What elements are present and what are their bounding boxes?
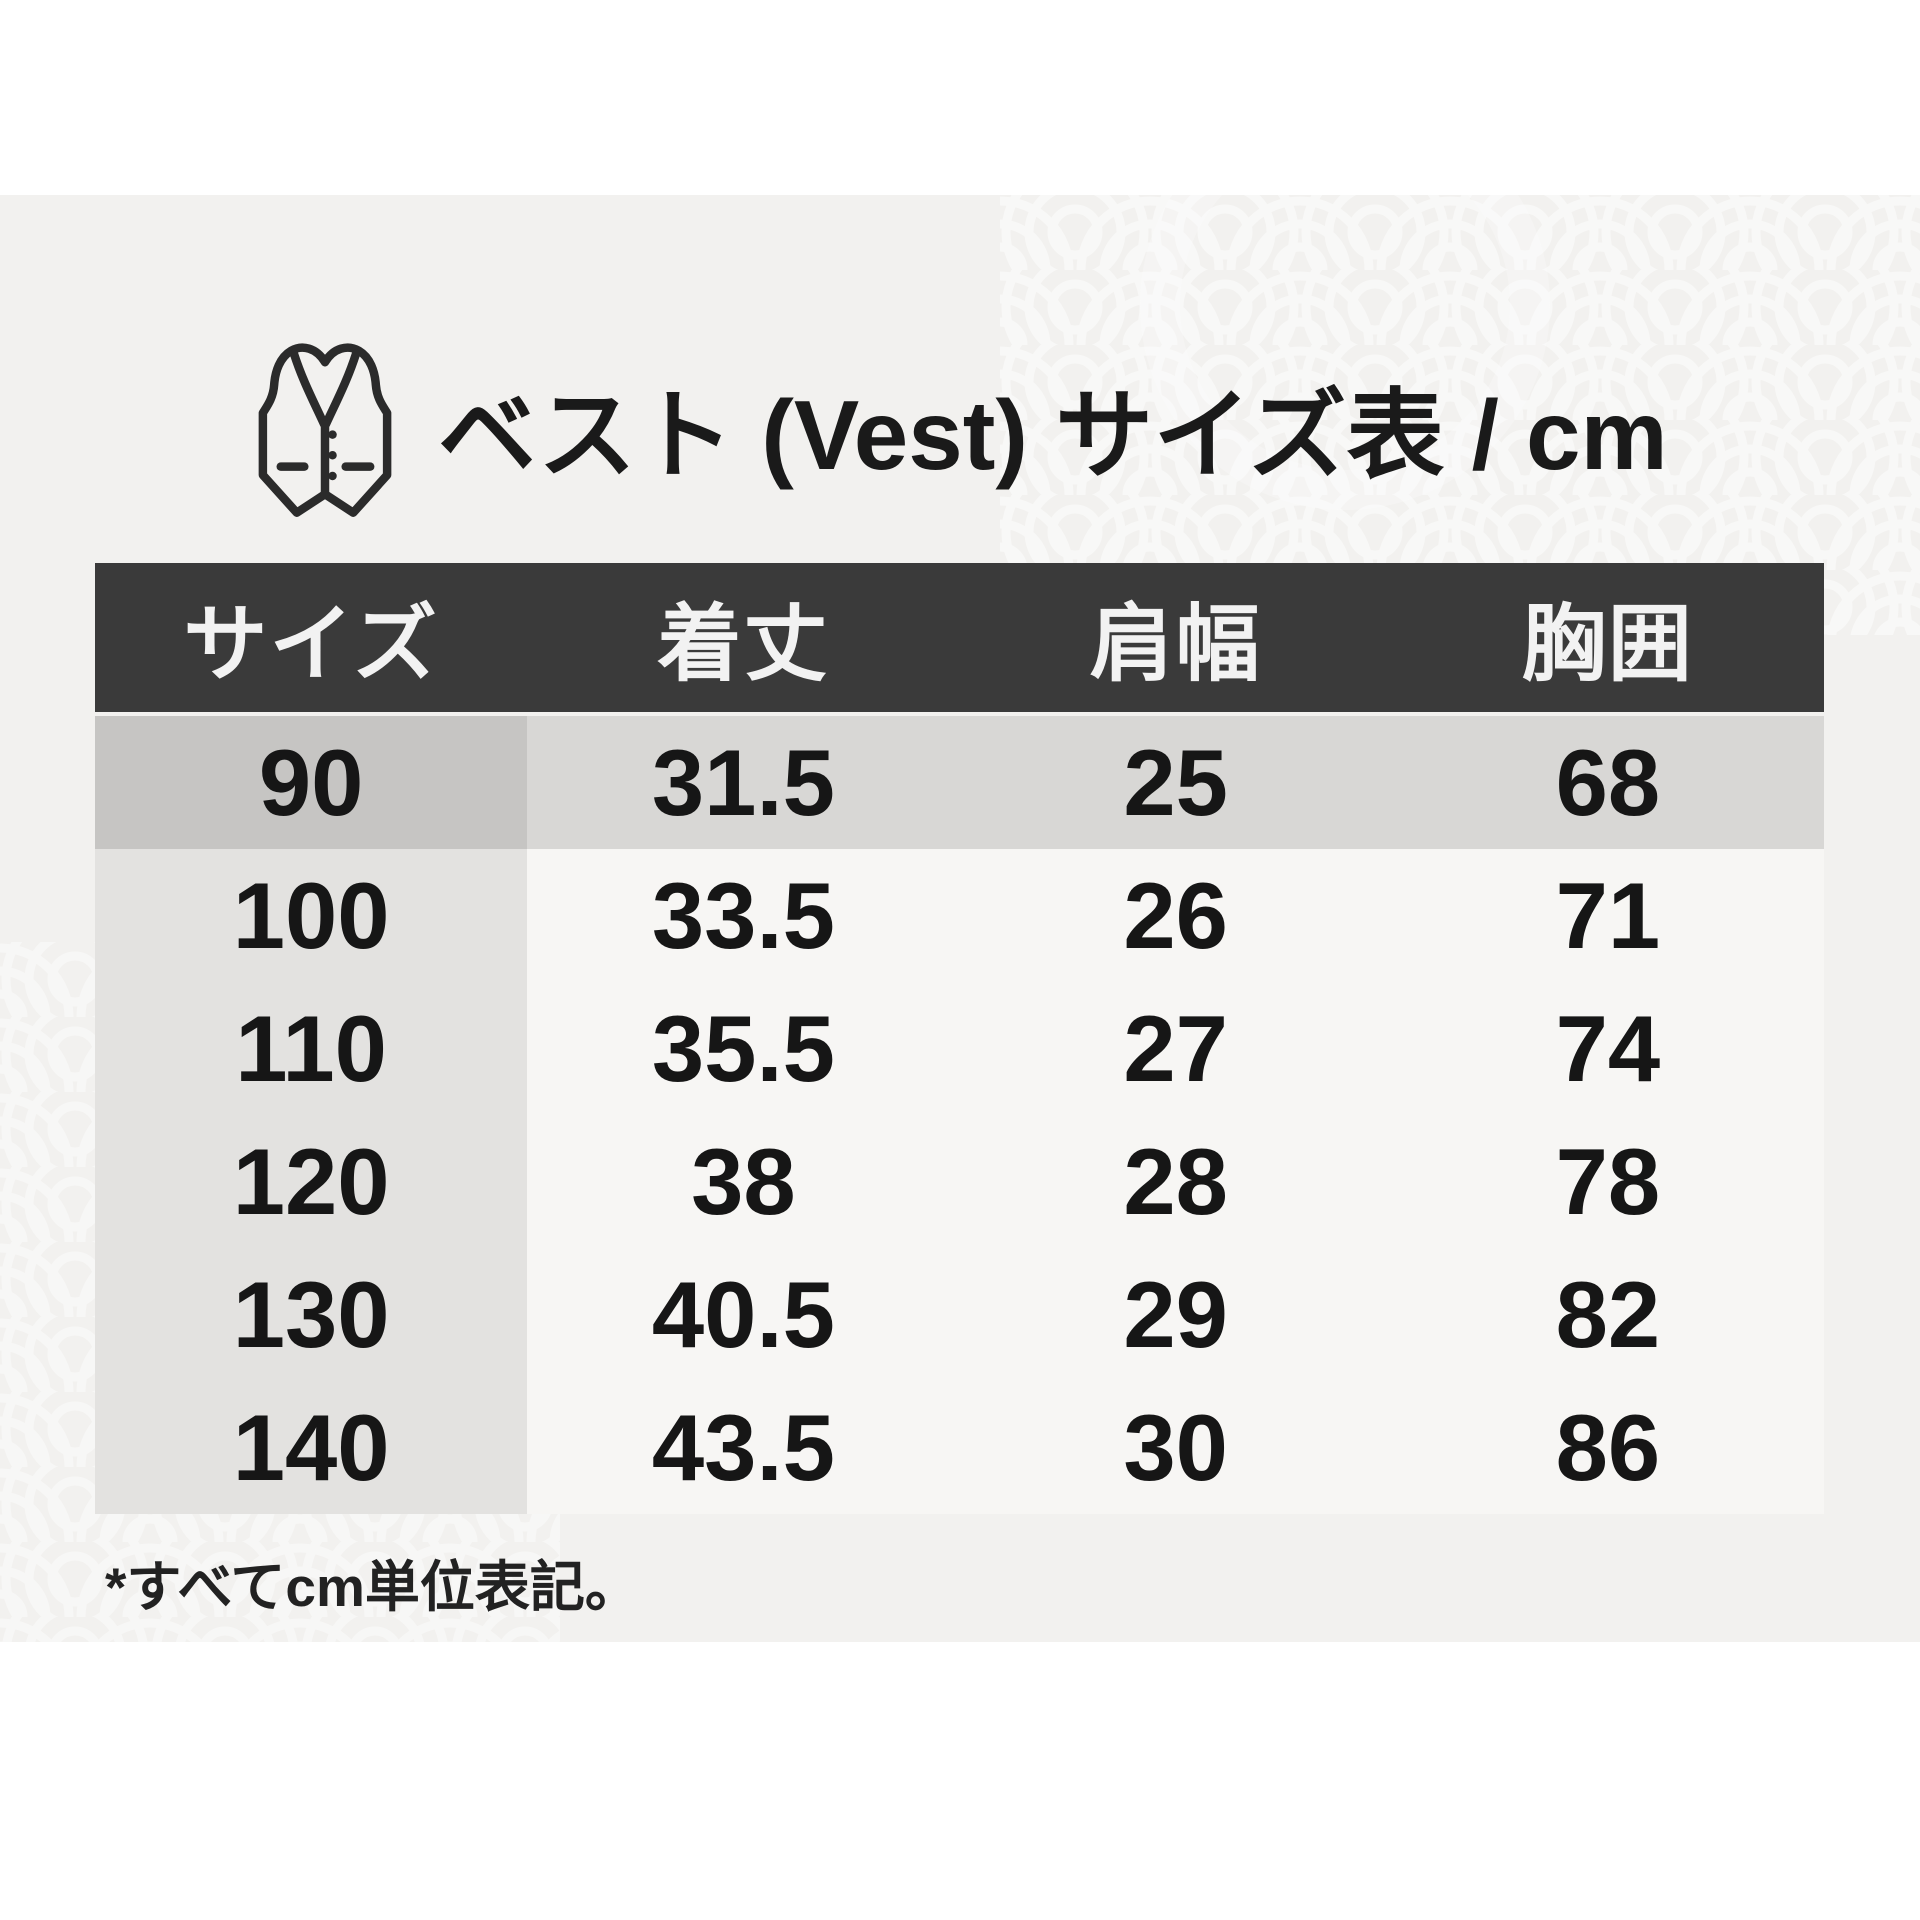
table-row: 110 35.5 27 74 bbox=[95, 982, 1824, 1115]
cell-chest: 71 bbox=[1555, 863, 1661, 968]
cell-chest: 82 bbox=[1555, 1262, 1661, 1367]
cell-shoulder-width: 27 bbox=[1123, 996, 1228, 1101]
cell-shoulder-width: 30 bbox=[1123, 1395, 1228, 1500]
decorative-ring-icon bbox=[1140, 195, 1550, 510]
table-row: 120 38 28 78 bbox=[95, 1115, 1824, 1248]
vest-icon bbox=[258, 343, 392, 517]
column-header-size: サイズ bbox=[183, 597, 439, 691]
cell-shoulder-width: 26 bbox=[1123, 863, 1228, 968]
column-header-shoulder-width: 肩幅 bbox=[1089, 597, 1262, 691]
cell-size: 110 bbox=[95, 982, 528, 1115]
cell-shoulder-width: 25 bbox=[1123, 730, 1228, 835]
cell-size: 90 bbox=[95, 716, 528, 849]
size-table: サイズ 着丈 肩幅 胸囲 90 31.5 25 68 100 33.5 26 7… bbox=[95, 563, 1824, 1514]
cell-body-length: 35.5 bbox=[651, 996, 835, 1101]
cell-shoulder-width: 28 bbox=[1123, 1129, 1228, 1234]
table-row: 100 33.5 26 71 bbox=[95, 849, 1824, 982]
page-title: ベスト (Vest) サイズ表 / cm bbox=[438, 380, 1668, 490]
cell-chest: 68 bbox=[1555, 730, 1661, 835]
cell-size: 130 bbox=[95, 1248, 528, 1381]
cell-body-length: 40.5 bbox=[651, 1262, 835, 1367]
cell-body-length: 33.5 bbox=[651, 863, 835, 968]
cell-size: 120 bbox=[95, 1115, 528, 1248]
seigaiha-pattern-top-right-icon bbox=[1000, 195, 1920, 635]
cell-body-length: 38 bbox=[691, 1129, 796, 1234]
cell-chest: 86 bbox=[1555, 1395, 1661, 1500]
table-row: 130 40.5 29 82 bbox=[95, 1248, 1824, 1381]
table-header-row: サイズ 着丈 肩幅 胸囲 bbox=[95, 563, 1824, 712]
footnote: *すべてcm単位表記。 bbox=[105, 1556, 640, 1618]
cell-chest: 78 bbox=[1555, 1129, 1661, 1234]
table-body: 90 31.5 25 68 100 33.5 26 71 110 35.5 27… bbox=[95, 716, 1824, 1514]
table-row: 140 43.5 30 86 bbox=[95, 1381, 1824, 1514]
table-row: 90 31.5 25 68 bbox=[95, 716, 1824, 849]
cell-shoulder-width: 29 bbox=[1123, 1262, 1228, 1367]
cell-body-length: 43.5 bbox=[651, 1395, 835, 1500]
cell-chest: 74 bbox=[1555, 996, 1661, 1101]
cell-size: 140 bbox=[95, 1381, 528, 1514]
column-header-body-length: 着丈 bbox=[657, 597, 830, 691]
cell-body-length: 31.5 bbox=[651, 730, 835, 835]
cell-size: 100 bbox=[95, 849, 528, 982]
column-header-chest: 胸囲 bbox=[1521, 597, 1694, 691]
